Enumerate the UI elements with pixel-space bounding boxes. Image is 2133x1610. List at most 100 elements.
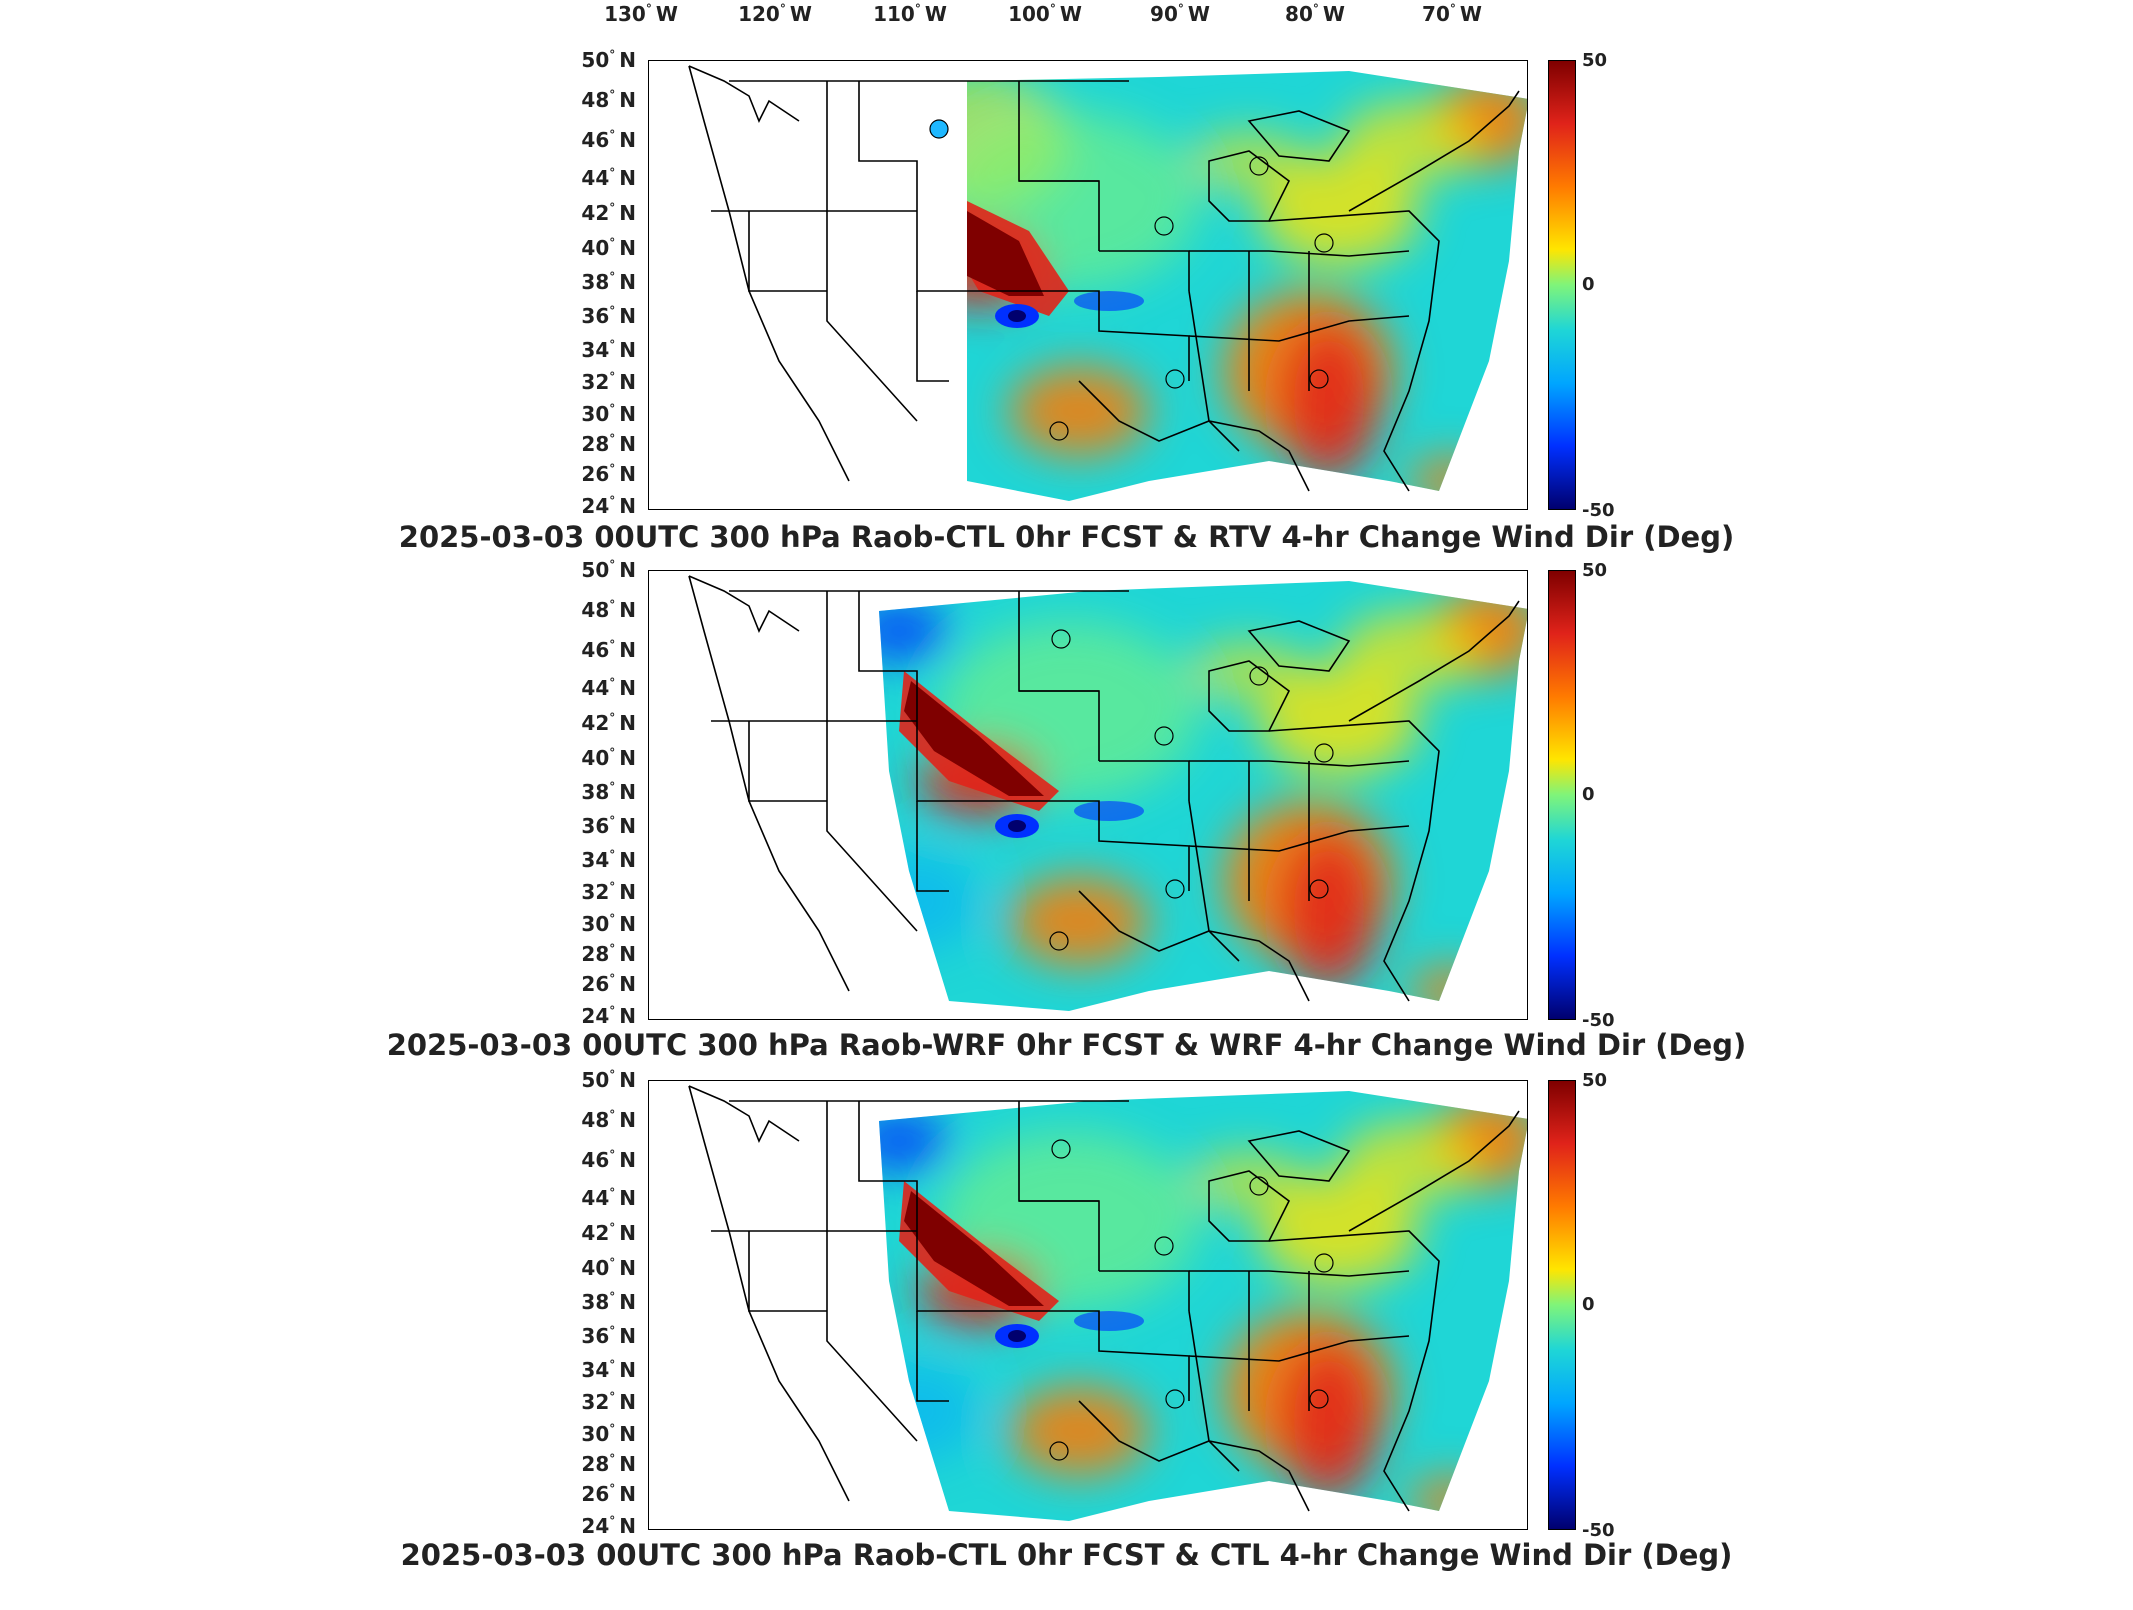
lat-label: 38° N — [566, 1290, 636, 1314]
lat-degree: 48 — [581, 88, 610, 112]
border-line — [688, 1085, 850, 1502]
raob-station-marker — [1309, 879, 1329, 899]
lat-label: 36° N — [566, 814, 636, 838]
lat-label: 48° N — [566, 1108, 636, 1132]
field-blob — [1279, 831, 1379, 991]
map-plot — [648, 1080, 1528, 1530]
lat-label: 32° N — [566, 1390, 636, 1414]
lat-label: 44° N — [566, 676, 636, 700]
degree-symbol: ° — [609, 746, 616, 760]
lat-degree: 42 — [581, 201, 610, 225]
lat-degree: 28 — [581, 942, 610, 966]
lat-degree: 50 — [581, 48, 610, 72]
lat-hemisphere: N — [619, 848, 636, 872]
raob-station-marker — [1049, 1441, 1069, 1461]
lat-degree: 46 — [581, 638, 610, 662]
raob-station-marker — [929, 119, 949, 139]
field-blob — [1189, 131, 1309, 191]
field-blob — [1009, 366, 1149, 456]
field-blob — [879, 851, 979, 951]
colorbar-mid-label: 0 — [1582, 1294, 1595, 1315]
lat-hemisphere: N — [619, 494, 636, 518]
degree-symbol: ° — [609, 236, 616, 250]
degree-symbol: ° — [609, 942, 616, 956]
lat-hemisphere: N — [619, 166, 636, 190]
degree-symbol: ° — [609, 558, 616, 572]
colorbar-min-label: -50 — [1582, 1520, 1615, 1541]
lon-label: 70° W — [1422, 2, 1482, 26]
degree-symbol: ° — [609, 166, 616, 180]
degree-symbol: ° — [609, 370, 616, 384]
lat-degree: 38 — [581, 1290, 610, 1314]
field-blob — [879, 1361, 979, 1461]
state-borders — [688, 1085, 1520, 1512]
lat-degree: 44 — [581, 676, 610, 700]
degree-symbol: ° — [609, 270, 616, 284]
degree-symbol: ° — [609, 880, 616, 894]
degree-symbol: ° — [609, 780, 616, 794]
field-blob — [1189, 1151, 1309, 1211]
lat-hemisphere: N — [619, 462, 636, 486]
lat-hemisphere: N — [619, 88, 636, 112]
lat-degree: 34 — [581, 848, 610, 872]
degree-symbol: ° — [609, 676, 616, 690]
raob-station-marker — [1309, 1389, 1329, 1409]
border-line — [688, 575, 850, 992]
lat-hemisphere: N — [619, 1514, 636, 1538]
lat-label: 48° N — [566, 88, 636, 112]
lat-hemisphere: N — [619, 1256, 636, 1280]
lat-label: 36° N — [566, 1324, 636, 1348]
lat-degree: 38 — [581, 270, 610, 294]
border-line — [858, 591, 918, 721]
degree-symbol: ° — [609, 598, 616, 612]
degree-symbol: ° — [609, 48, 616, 62]
degree-symbol: ° — [609, 1004, 616, 1018]
field-blob — [1259, 666, 1419, 776]
lon-label: 90° W — [1150, 2, 1210, 26]
degree-symbol: ° — [609, 848, 616, 862]
degree-symbol: ° — [609, 88, 616, 102]
degree-symbol: ° — [609, 1108, 616, 1122]
raob-station-marker — [1154, 216, 1174, 236]
lat-label: 28° N — [566, 942, 636, 966]
colorbar-max-label: 50 — [1582, 50, 1608, 71]
border-line — [1247, 110, 1351, 162]
negative-change-band — [1074, 1311, 1144, 1331]
lat-hemisphere: N — [619, 912, 636, 936]
lat-label: 30° N — [566, 1422, 636, 1446]
lat-hemisphere: N — [619, 1290, 636, 1314]
field-blob — [1409, 966, 1489, 1011]
lat-hemisphere: N — [619, 128, 636, 152]
colorbar — [1548, 60, 1576, 510]
lat-hemisphere: N — [619, 338, 636, 362]
field-blob — [1259, 1176, 1419, 1286]
lat-degree: 44 — [581, 1186, 610, 1210]
lat-label: 50° N — [566, 1068, 636, 1092]
lat-label: 42° N — [566, 201, 636, 225]
lat-hemisphere: N — [619, 746, 636, 770]
colorbar-mid-label: 0 — [1582, 274, 1595, 295]
lat-degree: 26 — [581, 462, 610, 486]
lat-hemisphere: N — [619, 1324, 636, 1348]
lat-degree: 32 — [581, 880, 610, 904]
border-line — [688, 65, 850, 482]
lat-degree: 42 — [581, 711, 610, 735]
lat-hemisphere: N — [619, 1186, 636, 1210]
lat-hemisphere: N — [619, 972, 636, 996]
raob-station-marker — [1165, 1389, 1185, 1409]
lat-label: 46° N — [566, 128, 636, 152]
lat-label: 24° N — [566, 1004, 636, 1028]
degree-symbol: ° — [609, 1221, 616, 1235]
border-line — [1268, 1230, 1440, 1512]
lat-degree: 24 — [581, 494, 610, 518]
colorbar — [1548, 1080, 1576, 1530]
map-plot — [648, 60, 1528, 510]
panel-title: 2025-03-03 00UTC 300 hPa Raob-CTL 0hr FC… — [400, 1538, 1733, 1572]
border-line — [1188, 825, 1410, 852]
border-line — [1348, 1110, 1520, 1232]
lat-label: 38° N — [566, 270, 636, 294]
raob-station-marker — [1314, 743, 1334, 763]
strong-positive-band — [904, 1191, 1044, 1306]
lat-label: 26° N — [566, 1482, 636, 1506]
lat-label: 24° N — [566, 1514, 636, 1538]
